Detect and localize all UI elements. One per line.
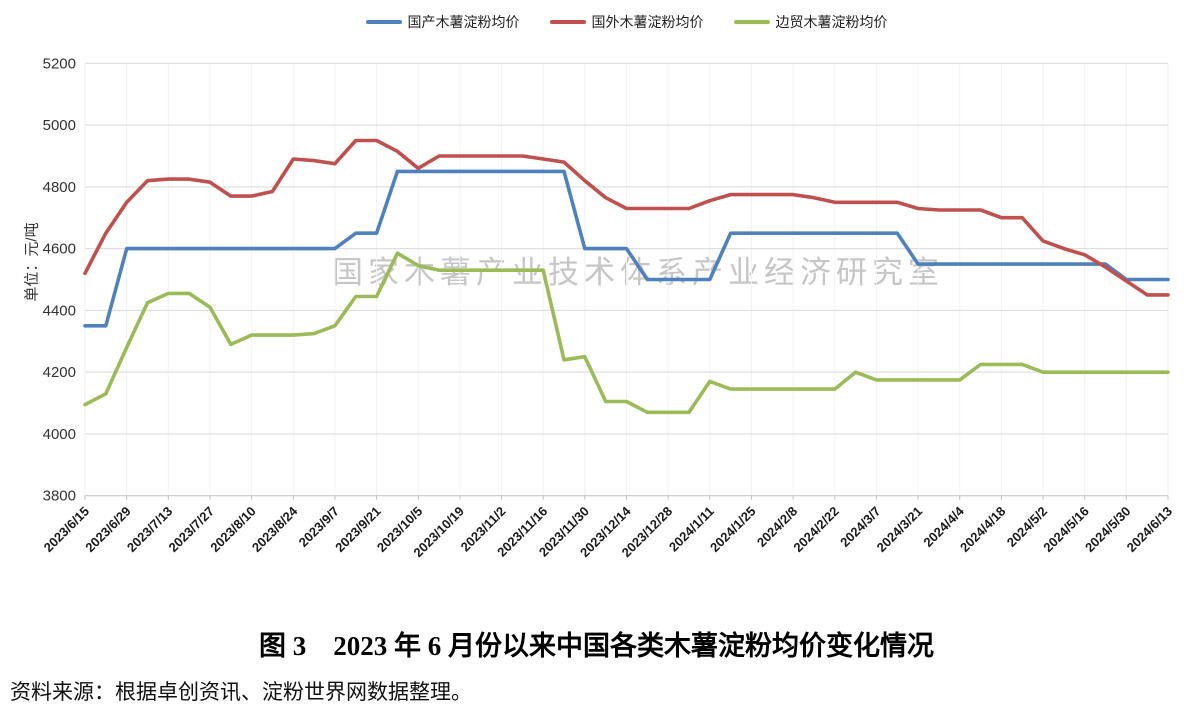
- y-tick-label: 3800: [43, 488, 76, 505]
- legend-item-foreign: 国外木薯淀粉均价: [549, 12, 704, 32]
- x-tick-label: 2024/4/18: [957, 504, 1009, 556]
- y-tick-label: 5000: [43, 117, 76, 134]
- price-line-chart: 380040004200440046004800500052002023/6/1…: [41, 55, 1176, 560]
- x-tick-label: 2024/3/21: [874, 504, 926, 556]
- legend-item-domestic: 国产木薯淀粉均价: [365, 12, 520, 32]
- legend-line-swatch-domestic: [365, 20, 402, 24]
- y-tick-label: 4800: [43, 179, 76, 196]
- y-tick-label: 4000: [43, 426, 76, 443]
- legend-label-border-trade: 边贸木薯淀粉均价: [775, 14, 888, 30]
- legend-label-foreign: 国外木薯淀粉均价: [591, 14, 704, 30]
- series-line-1: [83, 138, 1170, 297]
- x-tick-label: 2024/1/25: [707, 504, 759, 556]
- figure-source: 资料来源：根据卓创资讯、淀粉世界网数据整理。: [10, 680, 472, 704]
- figure-title: 图 3 2023 年 6 月份以来中国各类木薯淀粉均价变化情况: [259, 631, 934, 661]
- x-tick-label: 2024/2/22: [790, 504, 842, 556]
- y-tick-label: 4200: [43, 364, 76, 381]
- legend-label-domestic: 国产木薯淀粉均价: [407, 14, 520, 30]
- y-tick-label: 4400: [43, 302, 76, 319]
- y-tick-label: 4600: [43, 241, 76, 258]
- legend-line-swatch-foreign: [549, 20, 586, 24]
- series-line-0: [83, 169, 1170, 328]
- legend-line-swatch-border-trade: [733, 20, 770, 24]
- x-tick-label: 2024/6/13: [1124, 504, 1176, 556]
- y-tick-label: 5200: [43, 55, 76, 72]
- legend-item-border-trade: 边贸木薯淀粉均价: [733, 12, 888, 32]
- chart-legend: 国产木薯淀粉均价 国外木薯淀粉均价 边贸木薯淀粉均价: [85, 12, 1168, 32]
- x-tick-label: 2023/8/24: [249, 503, 301, 555]
- series-line-2: [83, 251, 1170, 415]
- y-axis-title: 单位：元/吨: [23, 222, 41, 302]
